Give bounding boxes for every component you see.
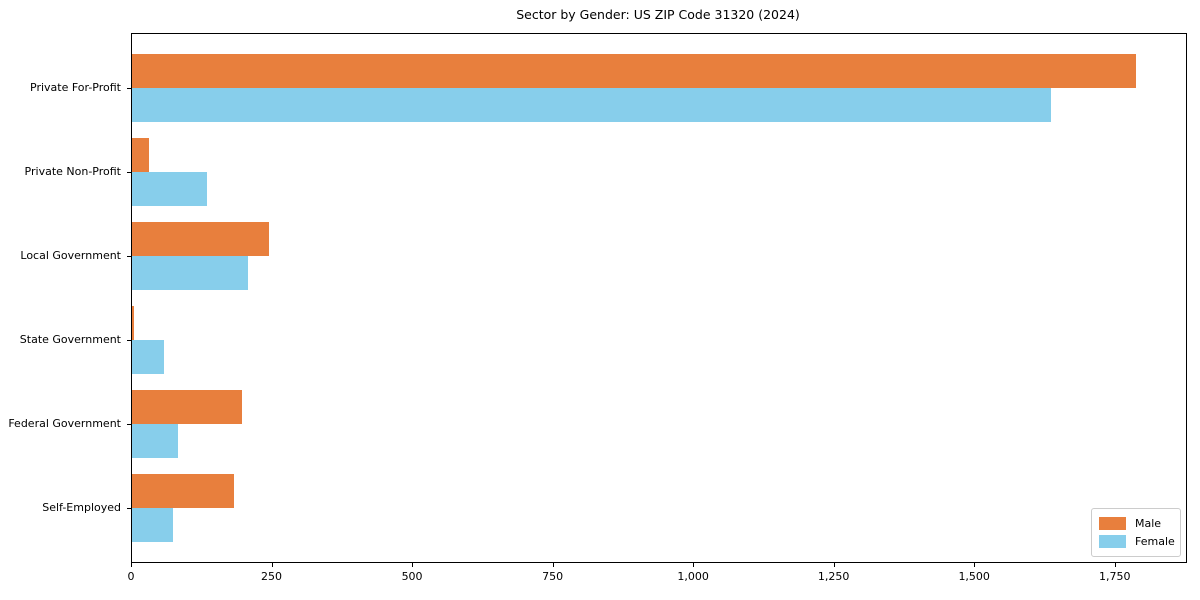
y-tick-label-private-non-profit: Private Non-Profit	[24, 165, 121, 178]
bar-male-self-employed	[132, 474, 234, 508]
bar-male-private-non-profit	[132, 138, 149, 172]
male-legend-swatch	[1099, 517, 1126, 530]
bar-male-state-government	[132, 306, 134, 340]
x-tick-label: 1,500	[958, 570, 990, 583]
bar-female-self-employed	[132, 508, 174, 542]
y-tick-label-local-government: Local Government	[20, 249, 121, 262]
bar-male-local-government	[132, 222, 270, 256]
x-tick-mark	[1114, 563, 1116, 567]
x-tick-label: 750	[542, 570, 564, 583]
legend-item-female: Female	[1099, 535, 1180, 548]
y-tick-mark	[127, 256, 131, 257]
x-tick-mark	[974, 563, 976, 567]
x-tick-mark	[552, 563, 554, 567]
y-tick-label-federal-government: Federal Government	[8, 417, 121, 430]
x-tick-mark	[693, 563, 695, 567]
x-tick-mark	[412, 563, 414, 567]
y-tick-label-state-government: State Government	[19, 333, 121, 346]
x-tick-label: 0	[127, 570, 135, 583]
bar-male-federal-government	[132, 390, 243, 424]
legend-item-male: Male	[1099, 517, 1180, 530]
y-tick-mark	[127, 424, 131, 425]
bar-female-local-government	[132, 256, 248, 290]
bar-male-private-for-profit	[132, 54, 1136, 88]
x-tick-label: 250	[261, 570, 283, 583]
legend: Male Female	[1091, 508, 1181, 557]
female-legend-swatch	[1099, 535, 1126, 548]
x-tick-label: 1,000	[677, 570, 709, 583]
y-tick-mark	[127, 88, 131, 89]
x-tick-mark	[833, 563, 835, 567]
y-tick-mark	[127, 508, 131, 509]
x-tick-label: 500	[401, 570, 423, 583]
bar-female-federal-government	[132, 424, 179, 458]
y-tick-label-private-for-profit: Private For-Profit	[30, 81, 121, 94]
y-tick-label-self-employed: Self-Employed	[42, 501, 121, 514]
bar-female-private-non-profit	[132, 172, 207, 206]
y-tick-mark	[127, 340, 131, 341]
x-tick-label: 1,750	[1098, 570, 1131, 583]
bar-female-state-government	[132, 340, 165, 374]
bar-female-private-for-profit	[132, 88, 1052, 122]
female-legend-label: Female	[1135, 535, 1175, 548]
x-tick-mark	[271, 563, 273, 567]
y-tick-mark	[127, 172, 131, 173]
x-tick-label: 1,250	[817, 570, 850, 583]
x-tick-mark	[131, 563, 132, 567]
chart-title: Sector by Gender: US ZIP Code 31320 (202…	[516, 7, 800, 22]
male-legend-label: Male	[1135, 517, 1162, 530]
